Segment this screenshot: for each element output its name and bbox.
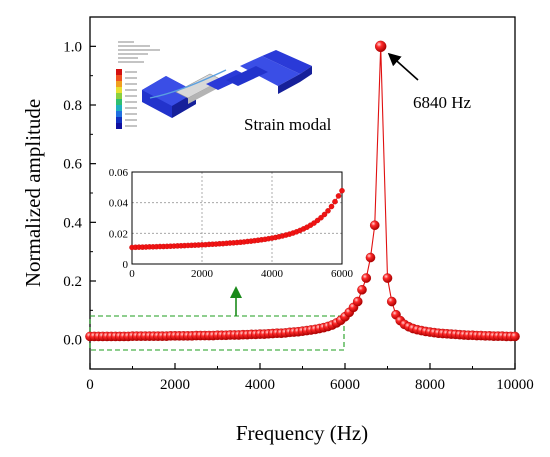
main-x-tick-label: 10000	[496, 377, 534, 393]
strain-modal-label: Strain modal	[244, 115, 332, 134]
main-data-point	[361, 273, 372, 283]
inset-grid	[132, 172, 342, 264]
main-x-tick-label: 2000	[160, 377, 190, 393]
main-data-point	[386, 296, 397, 307]
main-data-point	[375, 40, 387, 53]
inset-y-tick-label: 0.06	[109, 167, 129, 179]
fe-structure	[142, 50, 312, 118]
main-series-points	[85, 40, 520, 342]
main-x-ticks: 0 2000 4000 6000 8000 10000	[86, 363, 534, 393]
inset-data-point	[321, 211, 328, 218]
inset-x-tick-label: 4000	[261, 268, 284, 280]
inset-plot-frame	[131, 171, 343, 265]
inset-x-tick-label: 6000	[331, 268, 354, 280]
y-axis-label: Normalized amplitude	[21, 99, 45, 287]
inset-data-point	[339, 187, 345, 194]
main-x-tick-label: 8000	[415, 377, 445, 393]
main-data-point	[352, 296, 363, 307]
inset-plot: 0 2000 4000 6000 0 0.02 0.04 0.06	[109, 167, 354, 280]
main-y-tick-label: 0.2	[63, 274, 82, 290]
main-y-tick-label: 0.6	[63, 157, 82, 173]
inset-data-point	[325, 208, 331, 214]
inset-x-ticks: 0 2000 4000 6000	[129, 268, 353, 280]
inset-x-tick-label: 0	[129, 268, 135, 280]
x-axis-label: Frequency (Hz)	[236, 421, 368, 445]
inset-data-point	[328, 203, 335, 210]
main-data-point	[382, 273, 393, 283]
inset-x-tick-label: 2000	[191, 268, 214, 280]
peak-annotation-arrow	[387, 52, 419, 81]
main-x-tick-label: 6000	[330, 377, 360, 393]
main-y-tick-label: 0.4	[63, 215, 82, 231]
main-y-tick-label: 1.0	[63, 39, 82, 55]
main-data-point	[357, 284, 367, 295]
fe-color-legend	[116, 69, 137, 129]
main-y-tick-label: 0.0	[63, 333, 82, 349]
strain-modal-picture: Strain modal	[116, 41, 332, 134]
inset-y-ticks: 0 0.02 0.04 0.06	[109, 167, 129, 271]
main-x-tick-label: 0	[86, 377, 94, 393]
inset-y-tick-label: 0.04	[109, 198, 129, 210]
fe-info-text-lines	[118, 41, 160, 63]
main-x-tick-label: 4000	[245, 377, 275, 393]
inset-data-point	[318, 214, 324, 221]
main-data-point	[365, 252, 376, 263]
inset-pointer-arrowhead	[230, 286, 242, 298]
inset-y-tick-label: 0	[123, 259, 129, 271]
inset-plot-background	[132, 172, 342, 264]
main-y-tick-label: 0.8	[63, 98, 82, 114]
inset-y-tick-label: 0.02	[109, 228, 128, 240]
main-data-point	[510, 331, 520, 342]
peak-annotation-label: 6840 Hz	[413, 93, 472, 112]
inset-data-point	[335, 193, 342, 199]
inset-series-points	[129, 187, 345, 251]
main-y-ticks: 0.0 0.2 0.4 0.6 0.8 1.0	[63, 39, 96, 370]
inset-data-point	[332, 198, 338, 205]
main-data-point	[369, 220, 380, 231]
